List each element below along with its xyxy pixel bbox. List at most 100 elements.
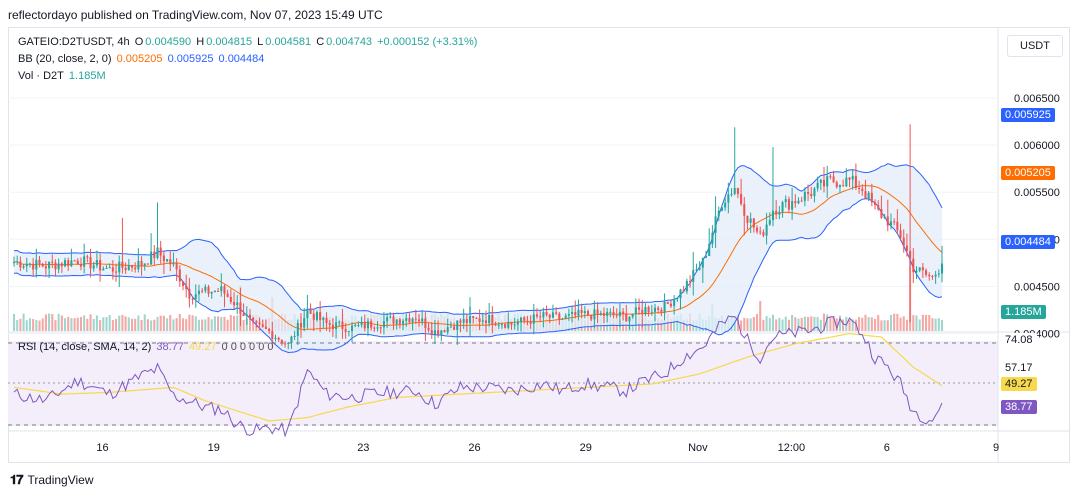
price-chart[interactable]: 0.0065000.0060000.0055000.0050000.004500… (8, 27, 1070, 463)
volume-bar (60, 315, 63, 331)
candle-body (19, 261, 22, 268)
legend-bb: BB (20, close, 2, 0) 0.005205 0.005925 0… (18, 53, 266, 65)
candle-body (134, 267, 137, 270)
candle-body (873, 202, 877, 206)
candle-body (698, 267, 701, 270)
candle-body (583, 311, 586, 314)
candle-body (810, 193, 813, 197)
volume-bar (928, 315, 931, 331)
legend-bb-label: BB (20, close, 2, 0) (18, 53, 112, 65)
candle-body (130, 265, 134, 268)
candle-body (877, 205, 880, 210)
candle-body (647, 307, 650, 313)
volume-bar (835, 318, 838, 331)
volume-bar (800, 317, 803, 331)
volume-bar (660, 319, 663, 331)
volume-bar (905, 319, 908, 331)
candle-body (89, 256, 92, 269)
candle-body (299, 322, 303, 328)
volume-bar (63, 318, 67, 331)
candle-body (22, 266, 25, 268)
volume-bar (813, 316, 816, 331)
candle-body (351, 325, 354, 332)
volume-bar (873, 318, 877, 331)
candle-body (851, 175, 854, 180)
candle-body (615, 315, 618, 317)
candle-body (175, 262, 178, 270)
time-tick-label: 26 (468, 442, 480, 454)
volume-bar (864, 314, 867, 331)
volume-bar (934, 318, 937, 331)
candle-body (389, 316, 392, 318)
candle-body (293, 335, 296, 337)
volume-bar (803, 316, 806, 331)
candle-body (181, 281, 185, 286)
candle-body (669, 303, 672, 307)
rsi-value-tag: 38.77 (1001, 400, 1037, 414)
candle-body (660, 309, 663, 313)
volume-bar (743, 317, 746, 331)
candle-body (373, 327, 376, 329)
legend-high-value: 0.004815 (206, 36, 253, 48)
volume-bar (105, 317, 108, 331)
candle-body (631, 314, 634, 317)
candle-body (105, 267, 108, 269)
candle-body (736, 187, 739, 194)
legend-open-value: 0.004590 (145, 36, 192, 48)
candle-body (781, 202, 784, 212)
volume-bar (233, 315, 236, 331)
candle-body (424, 318, 427, 329)
candle-body (909, 250, 912, 259)
candle-body (532, 314, 535, 324)
candle-body (475, 317, 478, 319)
candle-body (331, 324, 334, 330)
price-tick-label: 0.004500 (1014, 281, 1060, 293)
legend-vol-label: Vol · D2T (18, 70, 64, 82)
candle-body (143, 263, 146, 266)
candle-body (861, 188, 864, 192)
candle-body (762, 232, 765, 236)
candle-body (599, 312, 602, 315)
candle-body (57, 263, 60, 270)
time-tick-label: 9 (993, 442, 999, 454)
candle-body (437, 330, 440, 335)
candle-body (360, 321, 363, 325)
volume-bar (676, 315, 679, 331)
candle-body (816, 182, 819, 189)
volume-bar (83, 315, 86, 331)
volume-bar (22, 313, 25, 331)
candle-body (440, 330, 443, 335)
candle-body (574, 311, 577, 316)
candle-body (596, 309, 599, 315)
volume-bar (92, 318, 95, 331)
candle-body (95, 260, 98, 266)
volume-bar (191, 315, 194, 331)
candle-body (551, 312, 554, 318)
candle-body (794, 201, 797, 204)
candle-body (363, 321, 366, 329)
candle-body (663, 301, 666, 313)
rsi-line (13, 315, 943, 438)
candle-body (242, 313, 245, 317)
candle-body (449, 326, 452, 328)
candle-body (60, 263, 63, 267)
volume-bar (95, 315, 98, 331)
candle-body (115, 271, 118, 273)
candle-body (191, 298, 194, 300)
volume-bar (150, 320, 153, 331)
volume-bar (159, 315, 162, 331)
legend-low-value: 0.004581 (265, 36, 312, 48)
candle-body (207, 286, 210, 294)
currency-selector[interactable]: USDT (1007, 35, 1063, 57)
candle-body (354, 325, 357, 327)
volume-bar (248, 315, 252, 331)
volume-bar (143, 314, 146, 331)
candle-body (220, 286, 223, 292)
volume-bar (229, 314, 232, 331)
candle-body (446, 327, 449, 333)
candle-body (456, 320, 459, 330)
legend-rsi-ma: 49.27 (188, 341, 217, 353)
candle-body (169, 259, 172, 265)
candle-body (414, 318, 417, 320)
legend-volume: Vol · D2T 1.185M (18, 70, 108, 82)
